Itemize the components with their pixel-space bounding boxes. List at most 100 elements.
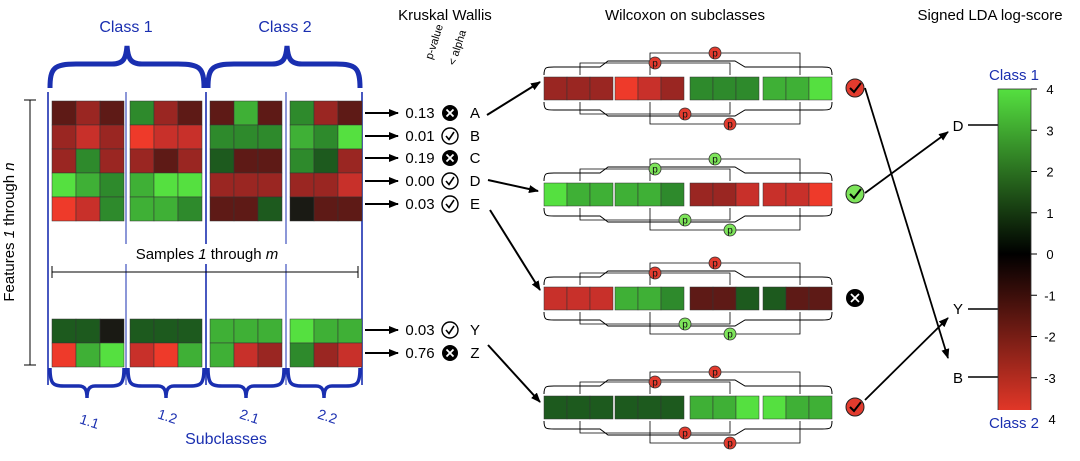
p-ball	[648, 56, 662, 70]
wilcoxon-cell	[785, 182, 810, 207]
heatmap-cell	[289, 196, 315, 222]
check-mark	[445, 131, 455, 141]
wilcoxon-cell	[660, 182, 685, 207]
wilcoxon-cell	[735, 395, 760, 420]
p-ball-label: p	[727, 120, 733, 131]
wilcoxon-bottom-brace	[543, 311, 833, 327]
p-ball-label: p	[652, 165, 658, 176]
wilcoxon-bottom-brace	[543, 420, 833, 436]
features-label: Features 1 through n	[1, 162, 18, 301]
heatmap-cell	[257, 196, 283, 222]
wilcoxon-cell	[762, 395, 787, 420]
arrow-to-lda-d	[864, 131, 949, 194]
wilcoxon-cell	[566, 395, 591, 420]
heatmap-cell	[209, 124, 235, 150]
check-mark	[445, 176, 455, 186]
wilcoxon-cell	[712, 76, 737, 101]
heatmap-cell	[233, 100, 259, 126]
wilcoxon-cell	[566, 286, 591, 311]
subclass-label-1-1: 1.1	[78, 411, 102, 432]
heatmap-cell	[99, 342, 125, 368]
heatmap-cell	[337, 196, 363, 222]
p-ball	[723, 436, 737, 450]
class-2-brace	[205, 45, 363, 89]
wilcoxon-cell	[689, 286, 714, 311]
heatmap-cell	[313, 124, 339, 150]
heatmap-cell	[209, 100, 235, 126]
colorbar-tick-label: 2	[1046, 165, 1053, 180]
p-ball	[678, 426, 692, 440]
heatmap-cell	[75, 172, 101, 198]
p-ball-label: p	[682, 429, 688, 440]
samples-label: Samples 1 through m	[136, 246, 279, 263]
wilcoxon-top-brace	[543, 270, 833, 286]
wilcoxon-top-brace	[543, 60, 833, 76]
cross-mark	[445, 108, 455, 118]
heatmap-cell	[75, 124, 101, 150]
wilcoxon-cell	[614, 395, 639, 420]
wilcoxon-cell	[785, 286, 810, 311]
lda-label-y: Y	[953, 301, 963, 318]
p-ball	[723, 223, 737, 237]
p-ball	[708, 365, 722, 379]
p-ball-label: p	[652, 378, 658, 389]
subclass-brace	[126, 367, 206, 399]
wilcoxon-cell	[712, 182, 737, 207]
heatmap-cell	[313, 196, 339, 222]
wilcoxon-link	[649, 262, 801, 285]
wilcoxon-panel: p p p p	[543, 256, 833, 341]
wilcoxon-cell	[614, 182, 639, 207]
wilcoxon-cell	[566, 182, 591, 207]
wilcoxon-outcomes	[845, 78, 865, 417]
samples-label-bg	[112, 244, 302, 264]
feature-label: C	[470, 150, 481, 167]
heatmap-cell	[233, 172, 259, 198]
heatmap-cell	[209, 196, 235, 222]
p-ball	[678, 107, 692, 121]
heatmap-cell	[51, 342, 77, 368]
heatmap-cell	[177, 172, 203, 198]
heatmap-cell	[313, 318, 339, 344]
heatmap-cell	[129, 124, 155, 150]
wilcoxon-cell	[712, 395, 737, 420]
subclasses-title: Subclasses	[185, 431, 267, 448]
heatmap-cell	[51, 148, 77, 174]
wilcoxon-link	[579, 208, 731, 221]
heatmap-cell	[209, 148, 235, 174]
heatmap-cell	[99, 100, 125, 126]
wilcoxon-cell	[808, 286, 833, 311]
wilcoxon-cell	[735, 76, 760, 101]
heatmap-cell	[75, 318, 101, 344]
subclass-brace	[48, 367, 126, 399]
heatmap-cell	[129, 172, 155, 198]
heatmap-cell	[233, 148, 259, 174]
wilcoxon-panel: p p p p	[543, 365, 833, 450]
wilcoxon-cell	[543, 76, 568, 101]
arrow-to-lda-b	[864, 87, 950, 359]
wilcoxon-cell	[543, 286, 568, 311]
heatmap-cell	[153, 148, 179, 174]
heatmap-cell	[99, 172, 125, 198]
lda-header: Signed LDA log-score	[917, 7, 1062, 24]
heatmap-cell	[257, 124, 283, 150]
heatmap-cell	[129, 100, 155, 126]
p-ball-label: p	[682, 320, 688, 331]
p-ball	[708, 152, 722, 166]
wilcoxon-cell	[543, 182, 568, 207]
heatmap-cell	[233, 196, 259, 222]
wilcoxon-panel: p p p p	[543, 152, 833, 237]
heatmap-cell	[257, 100, 283, 126]
heatmap-cell	[177, 318, 203, 344]
feature-label: Z	[470, 345, 479, 362]
subclass-brace	[286, 367, 362, 399]
heatmap-cell	[75, 100, 101, 126]
arrow-b-to-panel	[486, 81, 541, 116]
subclass-braces	[48, 367, 362, 399]
heatmap-cell	[337, 100, 363, 126]
check-icon	[441, 127, 459, 145]
heatmap-cell	[99, 124, 125, 150]
heatmap-cell	[153, 124, 179, 150]
p-ball	[648, 375, 662, 389]
heatmap-cell	[129, 148, 155, 174]
kruskal-wallis-results: 0.13 A 0.01 B 0.19 C 0.00 D 0.03 E 0.03 Y 0.76 Z	[365, 105, 481, 362]
